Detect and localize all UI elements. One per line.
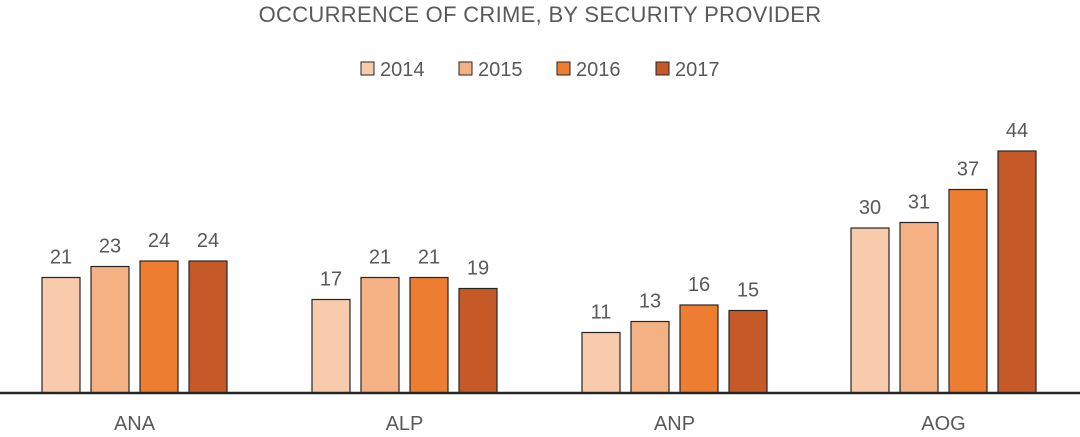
chart-title: OCCURRENCE OF CRIME, BY SECURITY PROVIDE… [259,2,822,27]
value-label-alp-2016: 21 [418,247,440,269]
legend-swatch-2015 [458,61,473,76]
bar-anp-2017 [728,309,768,394]
category-label-ana: ANA [114,413,156,435]
bar-aog-2017 [997,150,1037,394]
bar-aog-2014 [850,227,890,394]
value-label-ana-2015: 23 [99,236,121,258]
legend-label-2016: 2016 [576,59,621,81]
bar-alp-2016 [409,276,449,394]
value-label-alp-2014: 17 [320,269,342,291]
legend: 2014 2015 2016 2017 [360,59,720,81]
bar-anp-2014 [581,331,621,394]
value-label-aog-2017: 44 [1006,120,1028,142]
value-label-anp-2017: 15 [737,280,759,302]
value-label-aog-2015: 31 [908,192,930,214]
bar-alp-2014 [311,298,351,394]
value-label-ana-2016: 24 [148,230,170,252]
bar-aog-2015 [899,221,939,394]
value-label-anp-2015: 13 [639,291,661,313]
bar-ana-2016 [139,260,179,394]
legend-swatch-2016 [556,61,571,76]
bar-ana-2015 [90,265,130,394]
category-label-alp: ALP [386,413,424,435]
legend-swatch-2014 [360,61,375,76]
legend-label-2015: 2015 [478,59,523,81]
value-label-ana-2017: 24 [197,230,219,252]
value-label-ana-2014: 21 [50,247,72,269]
value-labels-group: 21 23 24 24 17 21 21 19 11 13 16 15 30 31 37 44 [50,120,1028,324]
value-label-anp-2016: 16 [688,274,710,296]
bar-ana-2014 [41,276,81,394]
legend-label-2014: 2014 [380,59,425,81]
legend-label-2017: 2017 [675,59,720,81]
value-label-aog-2014: 30 [859,197,881,219]
value-label-anp-2014: 11 [591,302,612,324]
legend-swatch-2017 [655,61,670,76]
value-label-alp-2015: 21 [369,247,391,269]
bars-group [41,150,1037,394]
bar-alp-2017 [458,287,498,394]
bar-aog-2016 [948,188,988,394]
category-labels-group: ANA ALP ANP AOG [114,413,966,435]
category-label-anp: ANP [654,413,695,435]
bar-alp-2015 [360,276,400,394]
category-label-aog: AOG [921,413,965,435]
bar-anp-2015 [630,320,670,394]
bar-ana-2017 [188,260,228,394]
bar-anp-2016 [679,304,719,394]
value-label-alp-2017: 19 [467,258,489,280]
value-label-aog-2016: 37 [957,159,979,181]
